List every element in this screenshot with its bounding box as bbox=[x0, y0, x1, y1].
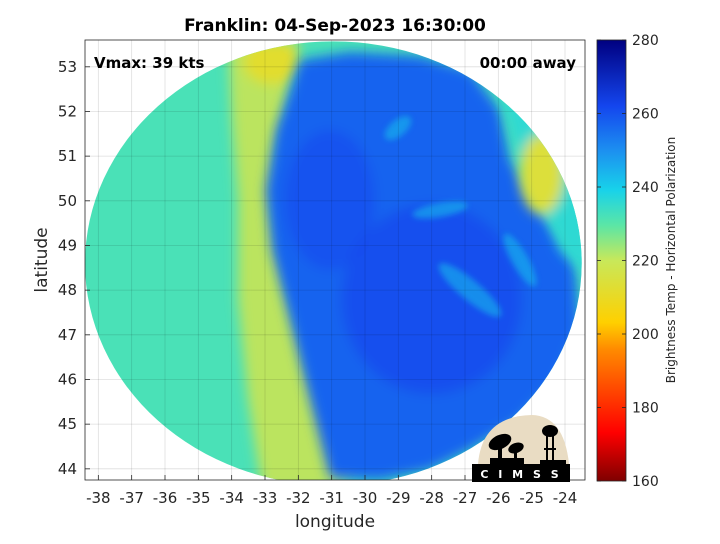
colorbar-tick-label: 240 bbox=[632, 180, 659, 196]
colorbar-tick-label: 180 bbox=[632, 401, 659, 417]
vmax-annotation: Vmax: 39 kts bbox=[94, 54, 204, 72]
y-tick-label: 53 bbox=[58, 58, 77, 76]
x-tick-label: -24 bbox=[553, 489, 578, 507]
colorbar-tick-label: 260 bbox=[632, 107, 659, 123]
colorbar-tick-label: 160 bbox=[632, 474, 659, 490]
y-tick-label: 51 bbox=[58, 147, 77, 165]
y-tick-label: 45 bbox=[58, 415, 77, 433]
x-tick-label: -31 bbox=[319, 489, 344, 507]
x-ticks: -38 -37 -36 -35 -34 -33 -32 -31 -30 -29 -28 -27 -26-… bbox=[86, 475, 577, 507]
colorbar-tick-label: 200 bbox=[632, 327, 659, 343]
x-tick-label: -35 bbox=[186, 489, 211, 507]
plot-frame bbox=[84, 39, 586, 481]
x-tick-label: -29 bbox=[386, 489, 411, 507]
y-axis-label: latitude bbox=[32, 227, 52, 292]
dry-slot-streaks bbox=[384, 116, 537, 317]
colorbar-ticks: 160 180 200 220 240 260 280 bbox=[597, 33, 659, 490]
chart-title: Franklin: 04-Sep-2023 16:30:00 bbox=[184, 16, 486, 36]
y-tick-label: 50 bbox=[58, 192, 77, 210]
cloud-shield bbox=[266, 52, 580, 480]
colorbar-tick-label: 220 bbox=[632, 254, 659, 270]
y-ticks: 44 45 46 47 48 49 50 51 52 53 bbox=[58, 58, 90, 478]
x-axis-label: longitude bbox=[295, 512, 375, 532]
colorbar-label: Brightness Temp - Horizontal Polarizatio… bbox=[664, 137, 678, 384]
x-tick-label: -27 bbox=[453, 489, 478, 507]
logo-text: C I M S S bbox=[480, 468, 561, 481]
x-tick-label: -37 bbox=[119, 489, 144, 507]
x-tick-label: -36 bbox=[153, 489, 178, 507]
x-tick-label: -33 bbox=[253, 489, 278, 507]
colorbar-gradient bbox=[596, 39, 627, 482]
x-tick-label: -30 bbox=[353, 489, 378, 507]
y-tick-label: 48 bbox=[58, 281, 77, 299]
time-away-annotation: 00:00 away bbox=[480, 54, 577, 72]
y-tick-label: 52 bbox=[58, 102, 77, 120]
colorbar-tick-label: 280 bbox=[632, 33, 659, 49]
satellite-dish-icon bbox=[488, 433, 524, 464]
x-tick-label: -34 bbox=[219, 489, 244, 507]
x-tick-label: -32 bbox=[286, 489, 311, 507]
logo-banner bbox=[472, 464, 570, 482]
x-tick-label: -26 bbox=[486, 489, 511, 507]
x-tick-label: -28 bbox=[419, 489, 444, 507]
x-tick-label: -38 bbox=[86, 489, 111, 507]
x-tick-label: -25 bbox=[519, 489, 544, 507]
grid bbox=[85, 40, 585, 480]
water-tower-icon bbox=[540, 425, 566, 464]
y-tick-label: 47 bbox=[58, 326, 77, 344]
cimss-logo: C I M S S bbox=[472, 415, 570, 482]
colorbar: 160 180 200 220 240 260 280 Brightness Temp - … bbox=[596, 33, 678, 490]
y-tick-label: 49 bbox=[58, 236, 77, 254]
y-tick-label: 46 bbox=[58, 370, 77, 388]
y-tick-label: 44 bbox=[58, 460, 77, 478]
